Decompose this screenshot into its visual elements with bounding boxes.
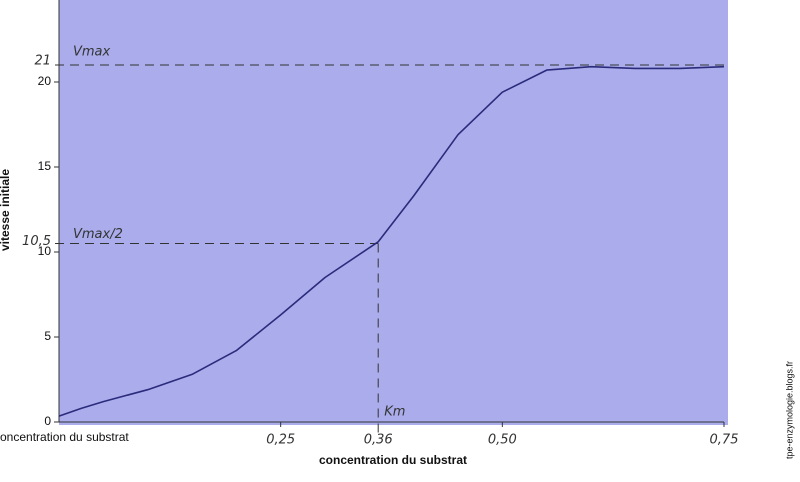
y-tick-label: 25	[38, 0, 52, 3]
vmax-label: Vmax	[73, 45, 111, 60]
curve	[58, 65, 725, 417]
y-tick-label: 20	[38, 74, 52, 88]
x-tick-label: 0,75	[710, 433, 739, 448]
half-vmax-tick-label: 10,5	[22, 234, 51, 249]
y-tick-label: 0	[44, 414, 51, 428]
y-axis-label: vitesse initiale	[0, 169, 12, 251]
y-tick-label: 5	[44, 329, 51, 343]
km-label: Km	[384, 405, 405, 420]
x-tick-label: 0,25	[266, 433, 295, 448]
y-tick-label: 10	[38, 244, 52, 258]
half-vmax-label: Vmax/2	[73, 227, 123, 242]
x-axis-label: concentration du substrat	[319, 453, 467, 467]
y-tick-label: 15	[38, 159, 52, 173]
x-tick-label: 0,50	[488, 433, 517, 448]
km-tick-label: 0,36	[364, 433, 393, 448]
watermark: tpe-enzymologie.blogs.fr	[784, 361, 794, 459]
plot-background	[59, 0, 728, 425]
vmax-tick-label: 21	[34, 54, 51, 69]
x-axis-label-duplicate: concentration du substrat	[0, 430, 129, 444]
